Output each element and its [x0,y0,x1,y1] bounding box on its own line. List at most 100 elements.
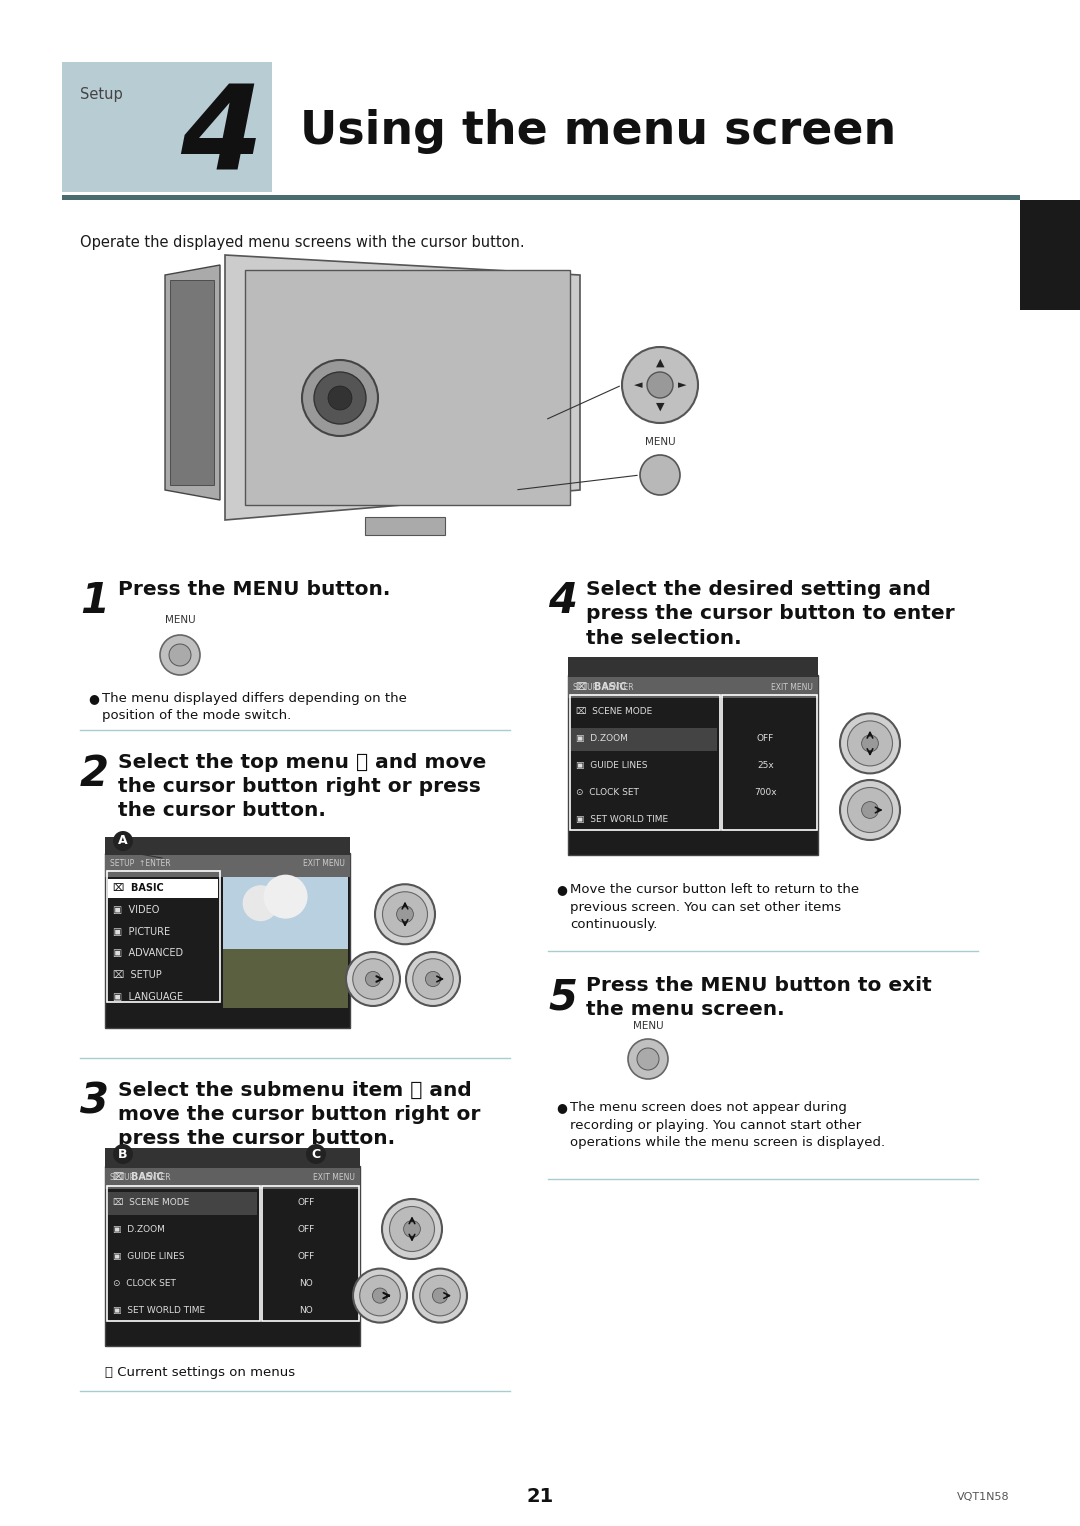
Bar [224,877,348,949]
Circle shape [328,386,352,410]
Bar [105,1166,360,1189]
Circle shape [353,958,393,1000]
Circle shape [360,1276,401,1315]
Circle shape [848,787,892,833]
Text: ◄: ◄ [634,380,643,391]
Text: MENU: MENU [164,615,195,626]
Bar [568,658,818,678]
Text: 4: 4 [548,580,577,623]
Text: Ⓒ Current settings on menus: Ⓒ Current settings on menus [105,1366,295,1380]
Text: OFF: OFF [298,1225,315,1235]
Text: 5: 5 [548,977,577,1018]
Text: 21: 21 [526,1488,554,1506]
Bar [262,1186,359,1322]
Text: Move the cursor button left to return to the
previous screen. You can set other : Move the cursor button left to return to… [570,884,859,931]
Text: Operate the displayed menu screens with the cursor button.: Operate the displayed menu screens with … [80,235,525,250]
Text: MENU: MENU [645,436,675,447]
Bar [105,853,350,877]
Text: ⌧  SCENE MODE: ⌧ SCENE MODE [576,707,652,716]
Text: Select the submenu item Ⓑ and
move the cursor button right or
press the cursor b: Select the submenu item Ⓑ and move the c… [118,1080,481,1149]
Text: ⌧  SCENE MODE: ⌧ SCENE MODE [113,1198,189,1207]
Circle shape [353,1268,407,1323]
Text: Setup: Setup [80,87,123,102]
Text: ▣  LANGUAGE: ▣ LANGUAGE [113,992,183,1003]
Text: ►: ► [678,380,686,391]
Text: EXIT MENU: EXIT MENU [771,682,813,691]
Bar [723,694,816,830]
Text: ⊙  CLOCK SET: ⊙ CLOCK SET [113,1279,176,1288]
Text: Select the desired setting and
press the cursor button to enter
the selection.: Select the desired setting and press the… [586,580,955,647]
Text: 4: 4 [180,81,262,195]
Bar [570,694,720,830]
Bar [107,871,220,1003]
Text: ▣  SET WORLD TIME: ▣ SET WORLD TIME [576,815,669,824]
Circle shape [346,952,400,1006]
Bar [62,195,1020,200]
Text: Select the top menu Ⓐ and move
the cursor button right or press
the cursor butto: Select the top menu Ⓐ and move the curso… [118,752,486,821]
Circle shape [622,346,698,423]
Text: EXIT MENU: EXIT MENU [303,859,345,868]
Circle shape [637,1048,659,1070]
Text: NO: NO [299,1279,313,1288]
Circle shape [113,1144,133,1164]
Text: ⌧  BASIC: ⌧ BASIC [576,682,626,691]
Text: NO: NO [299,1306,313,1315]
Text: ▼: ▼ [656,401,664,412]
Text: 3: 3 [80,1080,109,1123]
Circle shape [375,884,435,945]
Text: ▣  ADVANCED: ▣ ADVANCED [113,949,184,958]
Circle shape [647,372,673,398]
Text: ●: ● [87,691,99,705]
Text: ⌧  BASIC: ⌧ BASIC [113,884,164,893]
Text: VQT1N58: VQT1N58 [957,1492,1010,1502]
Circle shape [314,372,366,424]
Bar [245,270,570,505]
Bar [62,63,272,192]
Circle shape [382,891,428,937]
Circle shape [113,832,133,852]
Text: ▣  GUIDE LINES: ▣ GUIDE LINES [113,1251,185,1260]
Text: OFF: OFF [298,1251,315,1260]
Circle shape [390,1207,434,1251]
Text: SETUP  ↑ENTER: SETUP ↑ENTER [110,1173,171,1183]
Circle shape [160,635,200,674]
Circle shape [373,1288,388,1303]
Polygon shape [165,266,220,501]
Circle shape [432,1288,447,1303]
Circle shape [413,958,454,1000]
Bar [105,836,350,855]
Text: EXIT MENU: EXIT MENU [313,1173,355,1183]
Circle shape [426,972,441,987]
Text: ▣  D.ZOOM: ▣ D.ZOOM [576,734,627,743]
Circle shape [365,972,380,987]
Circle shape [382,1199,442,1259]
Text: The menu screen does not appear during
recording or playing. You cannot start ot: The menu screen does not appear during r… [570,1100,886,1149]
Circle shape [404,1221,420,1238]
Circle shape [627,1039,669,1079]
Circle shape [243,885,279,922]
Bar [571,728,717,751]
Text: Press the MENU button to exit
the menu screen.: Press the MENU button to exit the menu s… [586,977,932,1019]
Bar [108,879,218,899]
Polygon shape [225,255,580,520]
Text: ▣  GUIDE LINES: ▣ GUIDE LINES [576,761,648,771]
Circle shape [396,906,414,923]
Text: B: B [118,1148,127,1160]
Text: A: A [118,835,127,847]
Circle shape [640,455,680,494]
Circle shape [264,874,308,919]
Text: ●: ● [556,1100,567,1114]
Text: ⊙  CLOCK SET: ⊙ CLOCK SET [576,787,639,797]
Bar [224,949,348,1009]
Text: ▲: ▲ [656,359,664,368]
Text: ⌧  SETUP: ⌧ SETUP [113,971,162,980]
Circle shape [848,720,892,766]
Text: ●: ● [556,884,567,896]
Circle shape [302,360,378,436]
Circle shape [862,801,878,818]
Circle shape [306,1144,326,1164]
Text: 1: 1 [80,580,109,623]
Text: ▣  D.ZOOM: ▣ D.ZOOM [113,1225,165,1235]
Text: ▣  VIDEO: ▣ VIDEO [113,905,160,914]
Bar [568,674,818,855]
